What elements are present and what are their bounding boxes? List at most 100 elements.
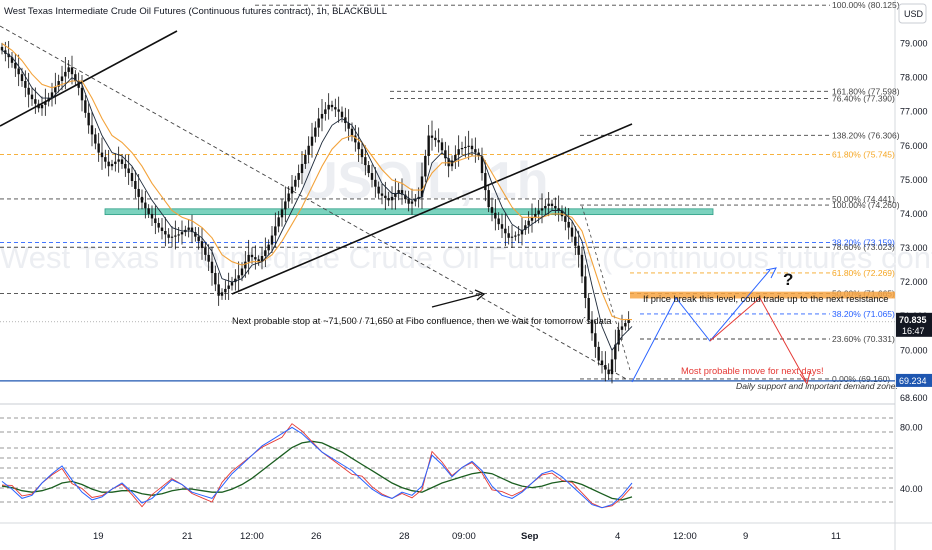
annotation-support-note: Daily support and important demand zone. bbox=[736, 381, 898, 391]
candle-body bbox=[350, 128, 354, 136]
fib-level-label: 0.00% (69.160) bbox=[832, 374, 890, 384]
candle-body bbox=[577, 245, 580, 255]
candle-body bbox=[260, 255, 264, 262]
candle-body bbox=[347, 123, 350, 129]
candle-body bbox=[530, 217, 534, 221]
candle-body bbox=[544, 205, 547, 209]
candle-body bbox=[60, 76, 64, 82]
fib-level-label: 161.80% (77.598) bbox=[832, 86, 900, 96]
fib-level-label: 138.20% (76.306) bbox=[832, 130, 900, 140]
candle-body bbox=[97, 143, 100, 153]
candle-body bbox=[454, 154, 457, 161]
projection-up-path[interactable] bbox=[631, 269, 771, 383]
candle-body bbox=[264, 250, 267, 256]
candle-body bbox=[370, 173, 374, 180]
resistance-zone-rect[interactable] bbox=[630, 291, 895, 299]
annotation-arrowhead bbox=[474, 289, 486, 301]
candle-body bbox=[24, 81, 27, 88]
fib-level-label: 38.20% (73.159) bbox=[832, 238, 895, 248]
candle-body bbox=[507, 233, 510, 238]
candle-body bbox=[270, 235, 274, 245]
trendline-upper[interactable] bbox=[0, 30, 178, 127]
trendline-rising[interactable] bbox=[231, 123, 633, 295]
projection-down-path[interactable] bbox=[709, 297, 807, 382]
candle-body bbox=[80, 87, 84, 101]
current-price-value: 70.835 bbox=[899, 315, 927, 325]
candle-body bbox=[437, 140, 440, 143]
candle-body bbox=[537, 210, 540, 214]
candle-body bbox=[64, 71, 67, 77]
rsi-line bbox=[1, 426, 633, 509]
candle-body bbox=[377, 186, 380, 194]
candle-body bbox=[457, 149, 460, 155]
candle-body bbox=[304, 154, 307, 164]
candle-body bbox=[490, 207, 494, 213]
candle-body bbox=[434, 137, 437, 141]
current-price-badge bbox=[896, 312, 932, 337]
candle-body bbox=[404, 194, 407, 200]
candle-body bbox=[207, 254, 210, 262]
candle-body bbox=[167, 234, 170, 238]
candle-body bbox=[220, 292, 224, 296]
candle-body bbox=[444, 150, 447, 159]
candle-body bbox=[40, 104, 44, 109]
chart-title: West Texas Intermediate Crude Oil Future… bbox=[4, 6, 387, 17]
time-axis-tick: 4 bbox=[615, 531, 620, 542]
rsi-axis-tick: 40.00 bbox=[900, 484, 923, 494]
candle-body bbox=[497, 218, 500, 225]
candle-body bbox=[567, 221, 570, 228]
candle-body bbox=[200, 241, 204, 249]
ema-fast-line bbox=[1, 49, 633, 352]
candle-body bbox=[120, 159, 124, 164]
annotation-break-note: If price break this level, coud trade up… bbox=[643, 294, 888, 304]
candle-body bbox=[27, 87, 30, 95]
price-axis-tick: 68.600 bbox=[900, 393, 928, 403]
candle-body bbox=[430, 135, 434, 138]
candle-body bbox=[14, 62, 17, 69]
time-axis-tick: 11 bbox=[831, 531, 841, 542]
candle-body bbox=[230, 282, 234, 286]
candle-body bbox=[147, 208, 150, 214]
candle-body bbox=[114, 161, 117, 164]
candle-body bbox=[214, 273, 217, 285]
candle-body bbox=[594, 333, 597, 347]
time-axis-tick: 28 bbox=[399, 531, 410, 542]
candle-body bbox=[510, 236, 514, 238]
candle-body bbox=[387, 198, 390, 201]
candle-body bbox=[480, 155, 484, 174]
currency-button[interactable] bbox=[898, 3, 927, 24]
candle-body bbox=[124, 163, 127, 169]
candle-body bbox=[267, 244, 270, 251]
candle-body bbox=[10, 57, 14, 63]
price-axis-tick: 78.000 bbox=[900, 73, 928, 83]
candle-body bbox=[110, 163, 114, 167]
candle-body bbox=[94, 134, 97, 144]
candle-body bbox=[374, 179, 377, 187]
annotation-arrow[interactable] bbox=[431, 293, 483, 308]
candle-body bbox=[4, 50, 7, 54]
candle-body bbox=[617, 329, 620, 345]
candle-body bbox=[424, 155, 427, 177]
watermark-name: West Texas Intermediate Crude Oil Future… bbox=[0, 240, 932, 275]
price-axis-tick: 72.000 bbox=[900, 277, 928, 287]
candle-body bbox=[334, 107, 337, 110]
candle-body bbox=[37, 103, 40, 109]
candle-body bbox=[257, 259, 260, 262]
candle-body bbox=[440, 142, 444, 151]
candle-body bbox=[70, 67, 74, 75]
candle-body bbox=[564, 216, 567, 222]
candle-body bbox=[77, 81, 80, 88]
candle-body bbox=[487, 190, 490, 208]
candle-body bbox=[174, 235, 177, 237]
candle-body bbox=[317, 118, 320, 128]
candle-body bbox=[154, 218, 157, 224]
candle-body bbox=[34, 99, 37, 104]
candle-body bbox=[20, 74, 24, 82]
candle-body bbox=[344, 117, 347, 124]
candle-body bbox=[74, 74, 77, 82]
candle-body bbox=[297, 173, 300, 180]
candle-body bbox=[284, 201, 287, 210]
candle-body bbox=[357, 142, 360, 150]
candle-body bbox=[380, 193, 384, 196]
